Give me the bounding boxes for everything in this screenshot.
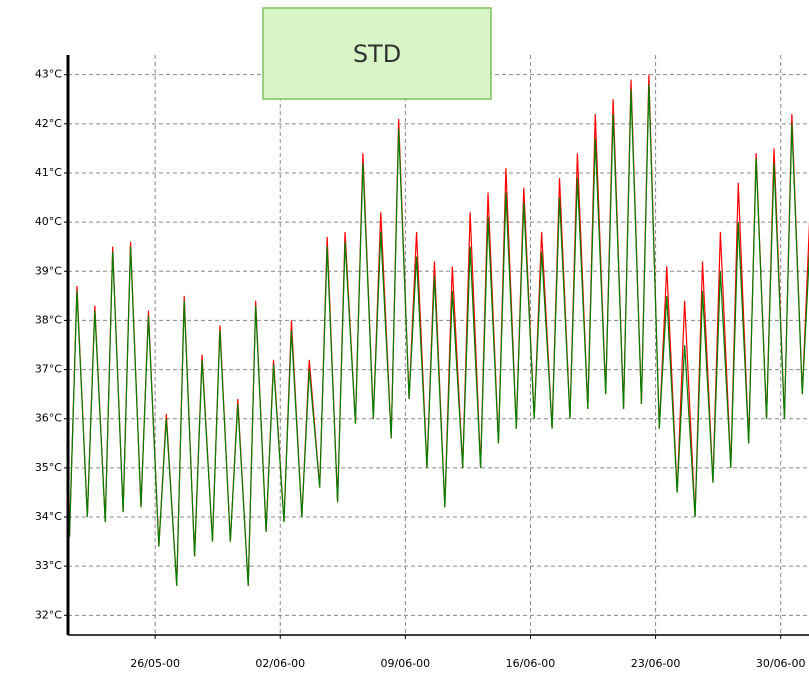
- y-tick-label: 39°C: [35, 264, 62, 277]
- x-tick-label: 23/06-00: [631, 657, 681, 670]
- y-tick-label: 42°C: [35, 117, 62, 130]
- y-tick-label: 40°C: [35, 215, 62, 228]
- x-tick-label: 09/06-00: [381, 657, 431, 670]
- title-box: [262, 7, 492, 100]
- chart-title: STD: [353, 40, 401, 68]
- x-tick-label: 26/05-00: [130, 657, 180, 670]
- y-tick-label: 33°C: [35, 559, 62, 572]
- y-tick-label: 36°C: [35, 412, 62, 425]
- x-tick-label: 16/06-00: [506, 657, 556, 670]
- y-tick-label: 43°C: [35, 68, 62, 81]
- series-line: [68, 74, 809, 586]
- y-tick-label: 34°C: [35, 510, 62, 523]
- y-tick-label: 41°C: [35, 166, 62, 179]
- y-tick-label: 35°C: [35, 461, 62, 474]
- y-tick-label: 38°C: [35, 313, 62, 326]
- series-line: [68, 84, 809, 586]
- y-tick-label: 32°C: [35, 608, 62, 621]
- y-tick-label: 37°C: [35, 363, 62, 376]
- x-tick-label: 02/06-00: [255, 657, 305, 670]
- plot-area: 32°C 33°C 34°C 35°C 36°C 37°C 38°C 39°C 40°C 41°C…: [35, 55, 809, 670]
- x-tick-label: 30/06-00: [756, 657, 806, 670]
